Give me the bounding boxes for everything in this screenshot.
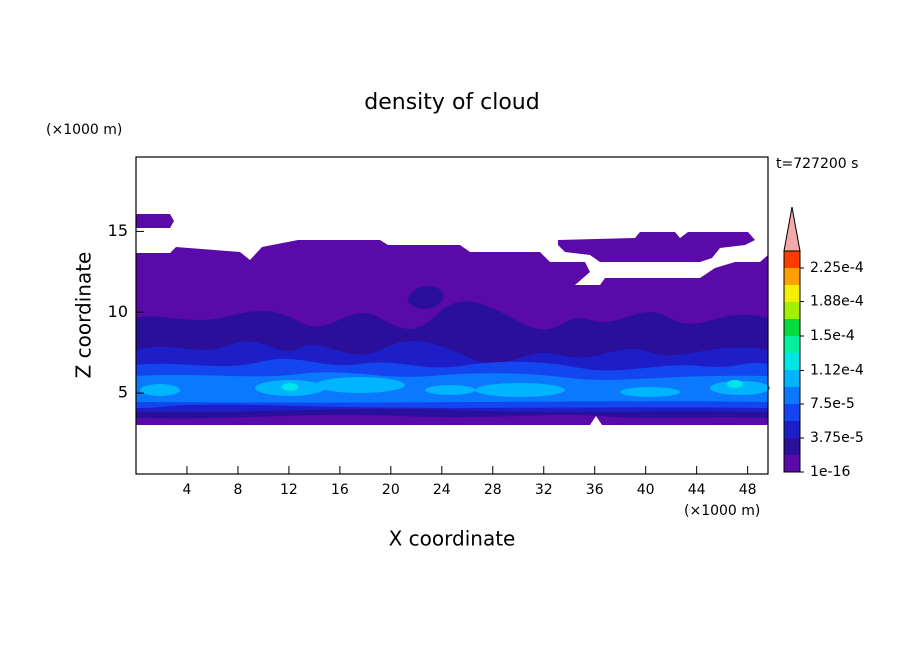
colorbar-swatch bbox=[784, 336, 800, 353]
colorbar-tick-label: 7.5e-5 bbox=[810, 396, 855, 412]
colorbar-swatch bbox=[784, 421, 800, 438]
x-tick-label: 16 bbox=[331, 482, 349, 498]
colorbar-tick-label: 3.75e-5 bbox=[810, 430, 864, 446]
colorbar-swatch bbox=[784, 353, 800, 370]
colorbar-frame bbox=[783, 250, 801, 473]
y-tick-label: 10 bbox=[108, 302, 128, 321]
x-unit: (×1000 m) bbox=[684, 503, 760, 519]
contour-region bbox=[475, 383, 565, 397]
contour-region bbox=[425, 385, 475, 395]
colorbar-tick-label: 1.5e-4 bbox=[810, 328, 855, 344]
colorbar-swatch bbox=[784, 268, 800, 285]
colorbar-swatch bbox=[784, 370, 800, 387]
x-tick-label: 8 bbox=[233, 482, 242, 498]
x-axis-label: X coordinate bbox=[389, 527, 516, 551]
x-tick-label: 20 bbox=[382, 482, 400, 498]
colorbar-swatch bbox=[784, 438, 800, 455]
x-tick-label: 24 bbox=[433, 482, 451, 498]
contour-region bbox=[136, 214, 174, 228]
contour-region bbox=[727, 380, 743, 388]
colorbar-extend bbox=[783, 206, 801, 252]
x-tick-label: 40 bbox=[637, 482, 655, 498]
colorbar-tick-label: 1e-16 bbox=[810, 464, 850, 480]
colorbar-tick-label: 1.88e-4 bbox=[810, 294, 864, 310]
contour-region bbox=[282, 383, 298, 391]
colorbar-swatch bbox=[784, 251, 800, 268]
x-tick-label: 12 bbox=[280, 482, 298, 498]
colorbar-swatch bbox=[784, 404, 800, 421]
x-tick-label: 44 bbox=[688, 482, 706, 498]
colorbar-tick-label: 1.12e-4 bbox=[810, 362, 864, 378]
colorbar-swatch bbox=[784, 387, 800, 404]
contour-region bbox=[620, 387, 680, 397]
plot-frame bbox=[135, 156, 769, 475]
colorbar-tick-label: 2.25e-4 bbox=[810, 260, 864, 276]
colorbar-swatch bbox=[784, 455, 800, 472]
time-label: t=727200 s bbox=[776, 156, 858, 172]
chart-title: density of cloud bbox=[364, 90, 539, 115]
contour-region bbox=[315, 377, 405, 393]
colorbar-swatch bbox=[784, 285, 800, 302]
x-tick-label: 28 bbox=[484, 482, 502, 498]
colorbar-swatch bbox=[784, 319, 800, 336]
y-unit: (×1000 m) bbox=[46, 122, 122, 138]
contour-region bbox=[140, 384, 180, 396]
y-tick-label: 15 bbox=[108, 221, 128, 240]
x-tick-label: 48 bbox=[739, 482, 757, 498]
contour-field bbox=[136, 214, 770, 425]
contour-region bbox=[407, 285, 444, 309]
x-tick-label: 36 bbox=[586, 482, 604, 498]
colorbar-swatch bbox=[784, 302, 800, 319]
x-tick-label: 32 bbox=[535, 482, 553, 498]
contour-region bbox=[710, 381, 770, 395]
contour-region bbox=[558, 232, 755, 262]
y-tick-label: 5 bbox=[118, 383, 128, 402]
x-tick-label: 4 bbox=[183, 482, 192, 498]
y-axis-label: Z coordinate bbox=[72, 252, 96, 379]
